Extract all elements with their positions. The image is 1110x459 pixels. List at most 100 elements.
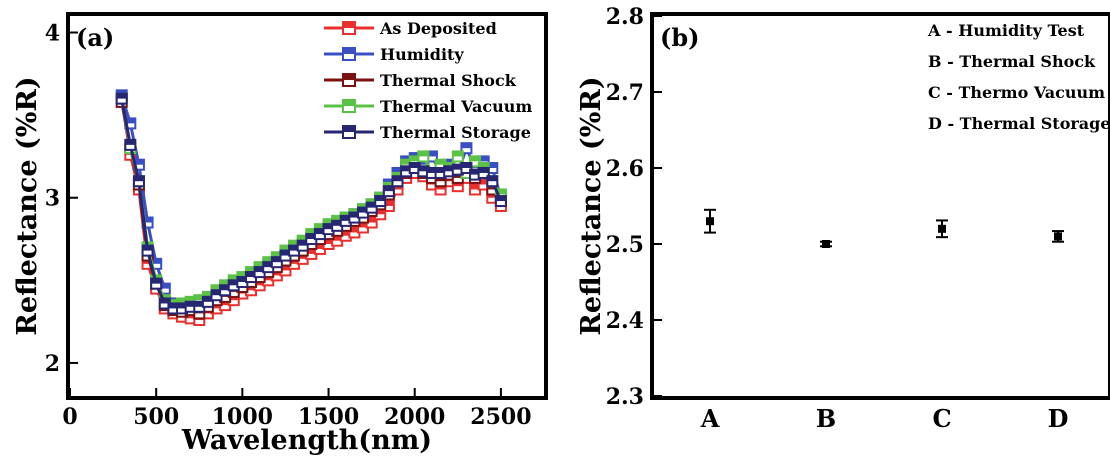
data-point-fill [245,267,256,273]
legend-marker-fill [343,74,355,80]
panel-b-axes: A B C D 2.3 2.4 2.5 2.6 2.7 2.8 [606,4,1069,433]
data-point [822,240,830,248]
data-point-fill [383,201,394,206]
panel-a-axes: 0 500 1000 1500 2000 2500 2 3 4 [45,21,532,430]
data-point-fill [125,118,136,124]
series-thermal-storage [115,92,507,315]
data-point-fill [349,212,360,218]
data-point-fill [314,224,325,230]
data-point-fill [478,156,489,162]
data-point-fill [280,250,291,256]
data-point-fill [177,298,188,304]
legend-label: Thermal Shock [380,71,517,90]
data-point-fill [228,275,239,281]
annotation-text: C - Thermo Vacuum [928,83,1105,102]
data-point-fill [409,163,420,168]
data-point-fill [401,159,412,165]
data-point-fill [461,143,472,149]
data-point-fill [254,262,265,268]
data-point-fill [435,159,446,165]
panel-b-y-axis-label: Reflectance (%R) [576,76,607,335]
data-point-fill [426,151,437,157]
panel-a-y-axis-label: Reflectance (%R) [12,76,43,335]
data-point-fill [392,167,403,173]
data-point-fill [495,189,506,195]
data-point-fill [168,303,179,309]
data-point-fill [358,222,369,228]
data-point-fill [461,163,472,168]
data-point-fill [366,217,377,223]
data-point-fill [418,166,429,172]
data-point-fill [289,245,300,251]
panel-a-plot-frame [66,12,548,400]
y-tick-label: 2.4 [606,308,644,334]
legend-entry: Thermal Vacuum [324,97,532,116]
data-point-fill [245,272,256,278]
data-point-fill [478,163,489,168]
data-point-fill [194,295,205,301]
data-point-fill [185,301,196,307]
data-point-fill [401,166,412,172]
annotation-text: A - Humidity Test [927,21,1085,40]
data-point-fill [151,278,162,284]
data-point-fill [159,298,170,304]
x-tick-label: 2500 [470,404,531,430]
data-point-fill [185,296,196,302]
panel-a-x-axis-label: Wavelength(nm) [181,425,432,456]
data-point-fill [202,291,213,297]
annotation-text: B - Thermal Shock [928,52,1096,71]
legend-entry: As Deposited [324,19,497,38]
point-a [704,208,716,234]
legend-entry: Thermal Shock [324,71,517,90]
data-point-fill [142,245,153,251]
data-point-fill [297,235,308,241]
panel-a-legend: As Deposited Humidity Thermal Shock Thermal… [324,19,532,142]
data-point-fill [332,215,343,221]
legend-marker-fill [343,22,355,28]
data-point-fill [495,196,506,202]
legend-label: Thermal Vacuum [380,97,532,116]
data-point-fill [409,156,420,162]
data-point-fill [444,166,455,172]
data-point-fill [177,303,188,309]
data-point-fill [211,290,222,296]
data-point-fill [237,272,248,278]
data-point-fill [211,285,222,291]
panel-b-label: (b) [660,23,700,52]
data-point-fill [289,240,300,246]
data-point-fill [418,151,429,157]
data-point-fill [133,159,144,165]
data-point-fill [314,229,325,235]
legend-label: Thermal Storage [380,123,531,142]
x-tick-label: 0 [62,404,77,430]
legend-entry: Humidity [324,45,464,64]
data-point-fill [314,243,325,249]
data-point-fill [263,257,274,263]
data-point-fill [220,285,231,291]
y-tick-label: 2.5 [606,232,644,258]
y-tick-label: 4 [45,21,60,47]
data-point-fill [332,235,343,241]
data-point-fill [306,229,317,235]
legend-marker-fill [343,126,355,132]
point-c [936,219,948,239]
point-b [820,240,832,248]
y-tick-label: 2.6 [606,156,644,182]
data-point-fill [426,167,437,173]
data-point-fill [297,240,308,246]
data-point-fill [280,265,291,271]
data-point-fill [470,169,481,175]
panel-b-plot-frame [650,12,1110,400]
data-point-fill [306,248,317,254]
data-point-fill [280,245,291,251]
data-point-fill [125,139,136,145]
data-point-fill [358,207,369,213]
data-point-fill [254,267,265,273]
x-tick-label: A [700,404,720,433]
x-tick-label: C [932,404,951,433]
data-point-fill [340,215,351,221]
data-point-fill [487,176,498,182]
data-point-fill [383,186,394,192]
panel-a-series-group [115,89,507,326]
data-point-fill [478,179,489,185]
